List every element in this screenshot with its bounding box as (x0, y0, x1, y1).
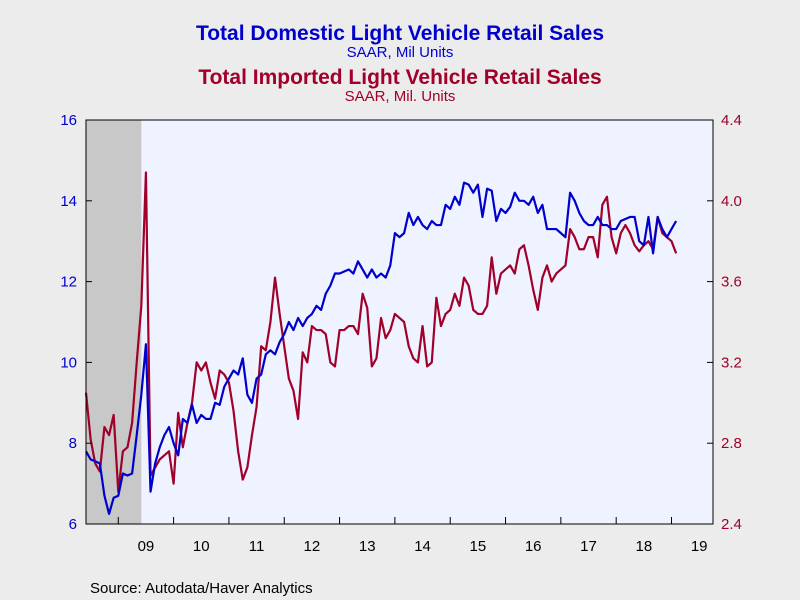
y-left-tick-label: 6 (69, 516, 77, 533)
recession-shading (86, 120, 142, 524)
x-tick-label: 11 (249, 538, 265, 555)
chart-titles: Total Domestic Light Vehicle Retail Sale… (196, 22, 604, 105)
y-axis-left: 6 8 10 12 14 16 (60, 112, 92, 533)
domestic-sales-line (85, 181, 678, 515)
y-left-tick-label: 16 (60, 112, 77, 129)
y-right-tick-label: 2.4 (721, 516, 742, 533)
x-tick-label: 09 (138, 538, 155, 555)
x-tick-label: 15 (470, 538, 487, 555)
x-tick-label: 14 (414, 538, 431, 555)
y-left-tick-label: 12 (60, 274, 77, 291)
imported-title: Total Imported Light Vehicle Retail Sale… (198, 66, 601, 89)
x-tick-label: 17 (580, 538, 597, 555)
imported-subtitle: SAAR, Mil. Units (345, 88, 456, 105)
series-layer (84, 171, 678, 515)
y-axis-right: 2.4 2.8 3.2 3.6 4.0 4.4 (707, 112, 742, 533)
y-left-tick-label: 10 (60, 354, 77, 371)
x-axis: 09 10 11 12 13 14 15 16 17 18 19 (117, 517, 708, 555)
domestic-title: Total Domestic Light Vehicle Retail Sale… (196, 22, 604, 45)
x-tick-label: 19 (691, 538, 708, 555)
x-tick-label: 16 (525, 538, 542, 555)
domestic-subtitle: SAAR, Mil Units (347, 44, 454, 61)
x-tick-label: 18 (636, 538, 653, 555)
y-right-tick-label: 4.4 (721, 112, 742, 129)
y-right-tick-label: 4.0 (721, 193, 742, 210)
y-left-tick-label: 8 (69, 435, 77, 452)
y-right-tick-label: 3.6 (721, 274, 742, 291)
y-right-tick-label: 2.8 (721, 435, 742, 452)
x-tick-label: 13 (359, 538, 376, 555)
x-tick-label: 10 (193, 538, 210, 555)
plot-frame (85, 119, 714, 525)
y-left-tick-label: 14 (60, 193, 77, 210)
plot-area (86, 120, 713, 524)
y-right-tick-label: 3.2 (721, 354, 742, 371)
source-note: Source: Autodata/Haver Analytics (90, 580, 313, 597)
imported-sales-line (84, 171, 678, 493)
x-tick-label: 12 (304, 538, 321, 555)
